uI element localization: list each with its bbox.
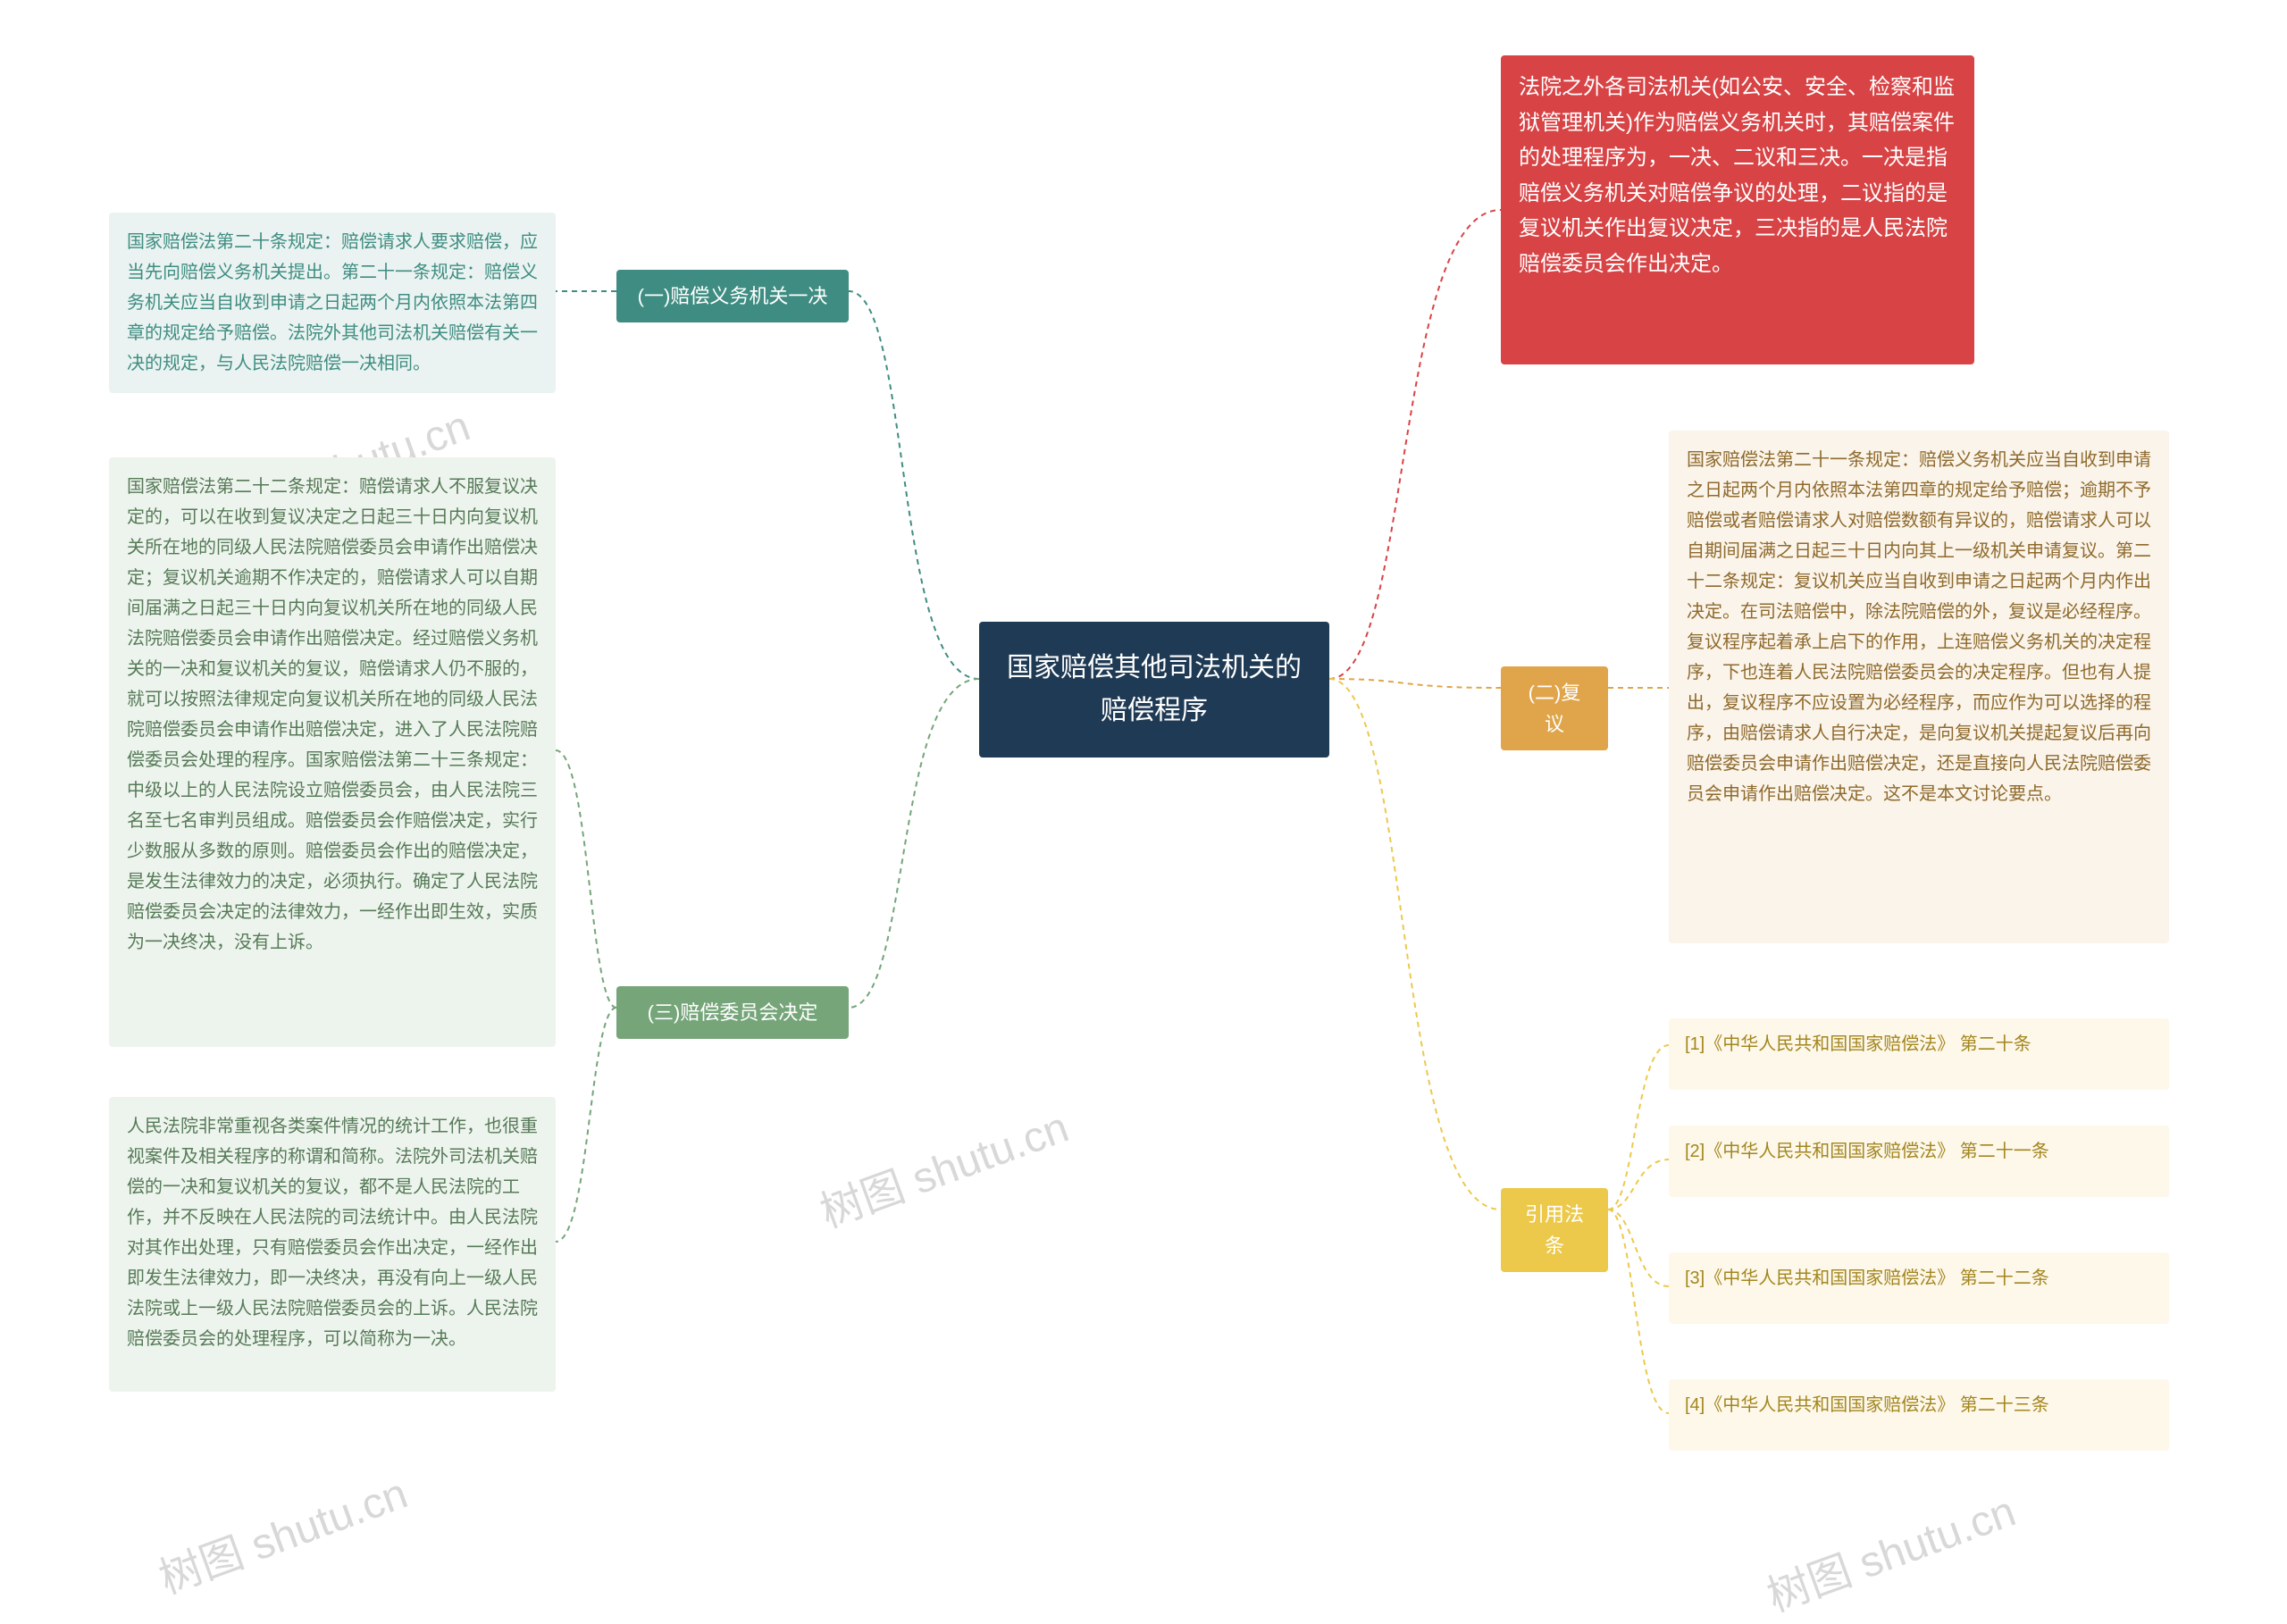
branch-right0-detail: 法院之外各司法机关(如公安、安全、检察和监狱管理机关)作为赔偿义务机关时，其赔偿… [1501, 55, 1974, 364]
law-2: [3]《中华人民共和国国家赔偿法》 第二十二条 [1669, 1252, 2169, 1324]
branch-left2-detail-1: 人民法院非常重视各类案件情况的统计工作，也很重视案件及相关程序的称谓和简称。法院… [109, 1097, 556, 1392]
branch-right1-detail: 国家赔偿法第二十一条规定：赔偿义务机关应当自收到申请之日起两个月内依照本法第四章… [1669, 431, 2169, 943]
branch-left2-detail-0: 国家赔偿法第二十二条规定：赔偿请求人不服复议决定的，可以在收到复议决定之日起三十… [109, 457, 556, 1047]
branch-left1-detail: 国家赔偿法第二十条规定：赔偿请求人要求赔偿，应当先向赔偿义务机关提出。第二十一条… [109, 213, 556, 393]
branch-left2-label: (三)赔偿委员会决定 [616, 986, 849, 1039]
branch-right2-label: 引用法条 [1501, 1188, 1608, 1272]
branch-right1-label: (二)复议 [1501, 666, 1608, 750]
center-node: 国家赔偿其他司法机关的赔偿程序 [979, 622, 1329, 758]
branch-left1-label: (一)赔偿义务机关一决 [616, 270, 849, 322]
law-0: [1]《中华人民共和国国家赔偿法》 第二十条 [1669, 1018, 2169, 1090]
law-1: [2]《中华人民共和国国家赔偿法》 第二十一条 [1669, 1126, 2169, 1197]
law-3: [4]《中华人民共和国国家赔偿法》 第二十三条 [1669, 1379, 2169, 1451]
